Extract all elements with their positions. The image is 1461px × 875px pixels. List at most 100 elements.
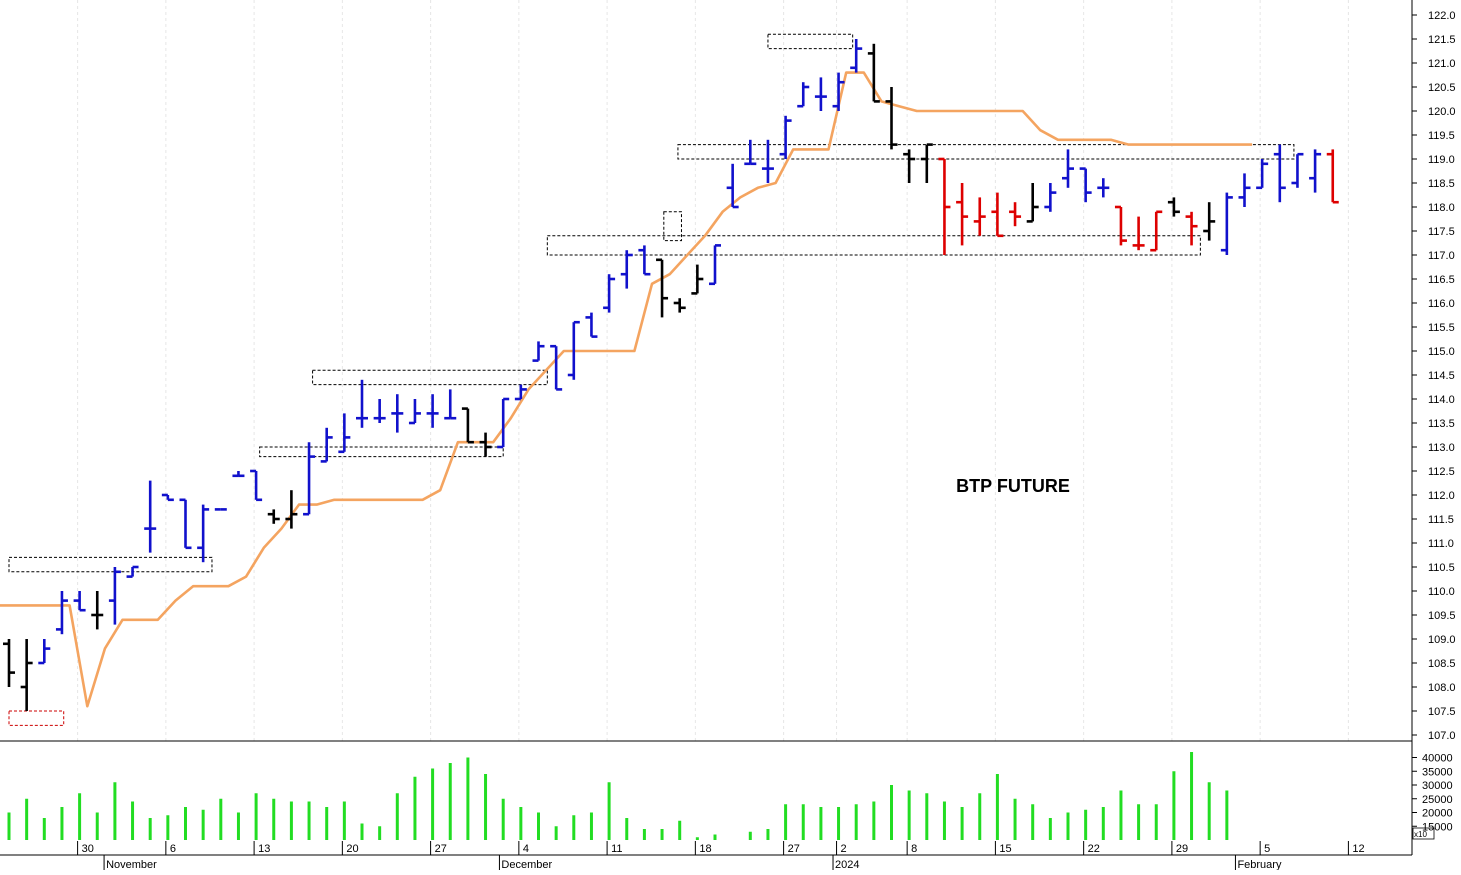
price-tick-label: 109.5 <box>1428 610 1456 622</box>
ohlc-bar <box>938 157 951 255</box>
ohlc-bar <box>1114 205 1127 246</box>
ohlc-bar <box>1309 149 1322 193</box>
price-tick-label: 116.5 <box>1428 274 1455 286</box>
ohlc-bar <box>373 399 386 423</box>
day-tick-label: 12 <box>1352 843 1364 855</box>
price-tick-label: 115.0 <box>1428 346 1455 358</box>
ohlc-bar <box>761 139 774 183</box>
volume-bars <box>7 752 1229 840</box>
ohlc-bar <box>726 163 739 209</box>
ohlc-bar <box>1203 202 1216 241</box>
price-tick-label: 115.5 <box>1428 322 1455 334</box>
ohlc-bar <box>267 509 280 524</box>
ohlc-bar <box>1079 167 1092 203</box>
price-tick-label: 114.0 <box>1428 394 1455 406</box>
month-label: 2024 <box>835 859 859 870</box>
price-tick-label: 121.0 <box>1428 58 1456 70</box>
price-bars <box>3 39 1339 711</box>
volume-multiplier-label: x10 <box>1414 830 1427 839</box>
ohlc-bar <box>691 264 704 295</box>
day-tick-label: 30 <box>82 843 94 855</box>
price-tick-label: 109.0 <box>1428 634 1456 646</box>
ohlc-bar <box>867 43 880 103</box>
price-tick-label: 107.5 <box>1428 706 1456 718</box>
price-tick-label: 121.5 <box>1428 34 1456 46</box>
day-tick-label: 18 <box>699 843 711 855</box>
ohlc-bar <box>991 192 1004 238</box>
consolidation-box <box>663 211 682 242</box>
price-tick-label: 112.0 <box>1428 490 1455 502</box>
ohlc-bar <box>673 298 686 313</box>
price-tick-label: 118.5 <box>1428 178 1455 190</box>
ohlc-bar <box>585 312 598 338</box>
ohlc-bar <box>356 379 368 428</box>
ohlc-bar <box>1256 159 1269 190</box>
ohlc-bar <box>920 143 933 183</box>
day-tick-label: 8 <box>911 843 917 855</box>
consolidation-box <box>767 33 854 50</box>
ohlc-bar <box>461 407 474 444</box>
ohlc-bar <box>320 427 333 463</box>
price-tick-label: 119.5 <box>1428 130 1455 142</box>
day-tick-label: 29 <box>1176 843 1188 855</box>
ohlc-bar <box>903 149 916 183</box>
ohlc-bar <box>603 274 616 313</box>
ohlc-bar <box>479 432 492 457</box>
ohlc-bar <box>514 384 527 401</box>
ohlc-bar <box>408 399 421 425</box>
consolidation-box <box>8 556 213 573</box>
ohlc-bar <box>444 389 457 420</box>
ohlc-bar <box>567 320 580 380</box>
ohlc-bar <box>391 394 404 433</box>
ohlc-bar <box>832 72 845 111</box>
ohlc-bar <box>91 591 104 630</box>
ohlc-bar <box>179 498 192 550</box>
price-tick-label: 117.0 <box>1428 250 1455 262</box>
ohlc-bar <box>656 258 669 318</box>
month-label: February <box>1237 859 1282 870</box>
ohlc-bar <box>73 591 86 612</box>
day-tick-label: 2 <box>841 843 847 855</box>
price-tick-label: 113.5 <box>1428 418 1455 430</box>
ohlc-bar <box>1291 152 1304 188</box>
ohlc-bar <box>38 639 51 665</box>
ohlc-bar <box>709 244 721 286</box>
consolidation-box <box>8 710 65 726</box>
price-tick-label: 111.5 <box>1428 514 1454 526</box>
ohlc-bar <box>197 504 210 563</box>
day-tick-label: 11 <box>611 843 622 855</box>
price-tick-label: 108.0 <box>1428 682 1456 694</box>
month-label: November <box>106 859 157 870</box>
ohlc-bar <box>1097 178 1110 198</box>
ohlc-bar <box>973 197 986 236</box>
price-tick-label: 108.5 <box>1428 658 1456 670</box>
day-tick-label: 20 <box>346 843 358 855</box>
ohlc-bar <box>161 493 174 502</box>
ohlc-bar <box>1273 144 1286 203</box>
volume-tick-label: 35000 <box>1422 766 1453 778</box>
day-tick-label: 6 <box>170 843 176 855</box>
ohlc-bar <box>1167 197 1180 217</box>
consolidation-box <box>677 144 1295 160</box>
day-tick-label: 15 <box>999 843 1011 855</box>
ohlc-bar <box>1009 202 1022 227</box>
ohlc-bar <box>426 394 439 428</box>
volume-tick-label: 25000 <box>1422 794 1453 806</box>
ohlc-bar <box>550 344 563 391</box>
day-tick-label: 4 <box>523 843 529 855</box>
ohlc-bar <box>797 82 810 108</box>
consolidation-boxes <box>8 33 1295 726</box>
ohlc-bar <box>620 250 633 289</box>
ohlc-bar <box>144 480 157 553</box>
ohlc-bar <box>55 591 68 635</box>
ohlc-bar <box>638 245 651 276</box>
price-tick-label: 120.5 <box>1428 82 1456 94</box>
ohlc-bar <box>303 442 316 516</box>
day-tick-label: 13 <box>258 843 270 855</box>
ohlc-bar <box>3 639 15 687</box>
price-tick-label: 113.0 <box>1428 442 1455 454</box>
ohlc-bar <box>744 139 757 166</box>
